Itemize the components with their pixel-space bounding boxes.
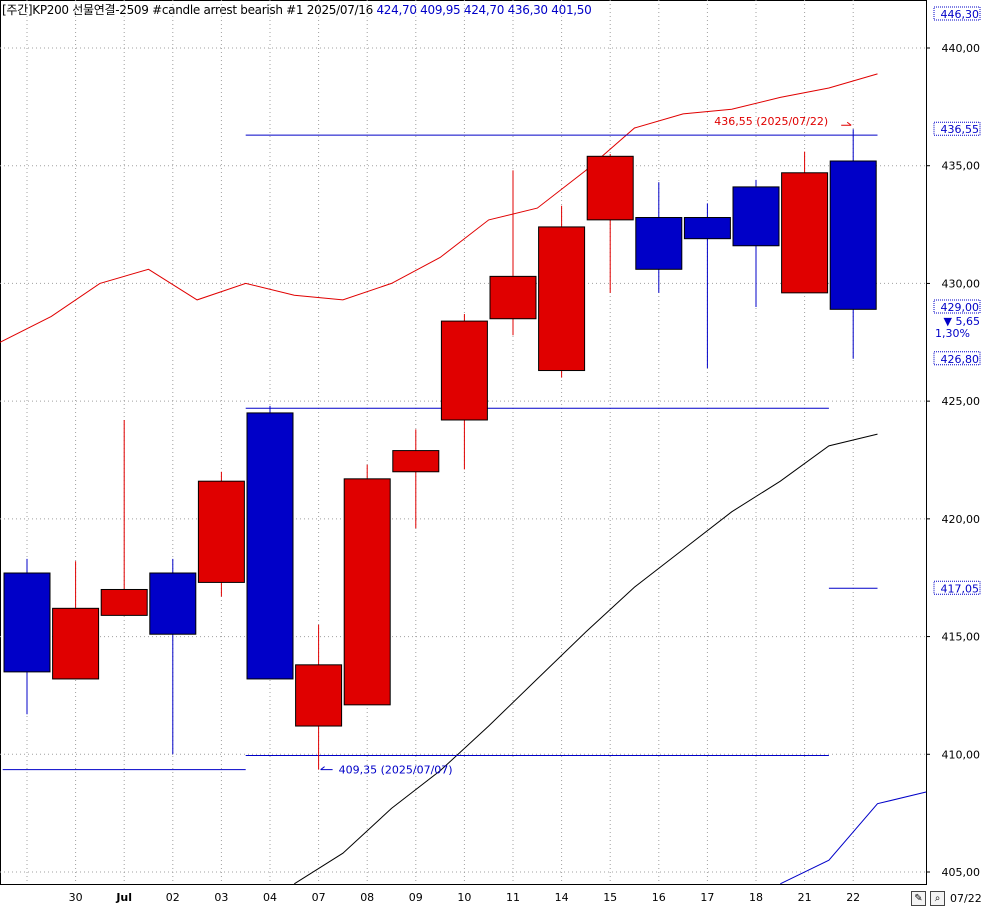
upper-band-line [0, 73, 878, 343]
x-tick-label: Jul [115, 891, 132, 904]
axis-marker-box [933, 351, 981, 366]
axis-marker-label: 429,00 [941, 301, 980, 314]
x-tick-label: 21 [798, 891, 812, 904]
axis-marker-box [933, 6, 981, 21]
candle-body [732, 186, 780, 247]
y-tick-label: 410,00 [942, 748, 981, 761]
lower-band-line [294, 433, 878, 885]
pen-icon[interactable]: ✎ [911, 891, 926, 906]
x-tick-label: 04 [263, 891, 277, 904]
axis-marker-label: 426,80 [941, 353, 980, 366]
candle-body [246, 412, 294, 680]
x-tick-label: 02 [166, 891, 180, 904]
axis-marker-box [933, 299, 981, 314]
candle-body [489, 275, 537, 320]
candle-body [829, 160, 877, 310]
candle-body [683, 217, 731, 240]
change-percent-label: 1,30% [935, 327, 970, 340]
axis-marker-label: 417,05 [941, 582, 980, 595]
axis-marker-label: 436,55 [941, 123, 980, 136]
high-annotation: 436,55 (2025/07/22) [714, 115, 828, 128]
x-tick-label: 09 [409, 891, 423, 904]
x-tick-label: 18 [749, 891, 763, 904]
chart-ohlc: 424,70 409,95 424,70 436,30 401,50 [376, 3, 592, 17]
chart-header: [주간]KP200 선물연결-2509 #candle arrest beari… [2, 1, 592, 18]
axis-marker-label: 446,30 [941, 8, 980, 21]
change-value-label: ▼ 5,65 [944, 315, 980, 328]
candle-body [52, 607, 100, 680]
candle-body [295, 664, 343, 727]
low-arrow [320, 766, 333, 771]
candle-body [197, 480, 245, 583]
x-tick-label: 07 [312, 891, 326, 904]
y-tick-label: 405,00 [942, 866, 981, 879]
candle-body [586, 155, 634, 221]
x-tick-label: 11 [506, 891, 520, 904]
x-tick-label: 17 [700, 891, 714, 904]
candle-body [635, 217, 683, 270]
magnifier-icon[interactable]: ⌕ [930, 891, 945, 906]
y-tick-label: 425,00 [942, 395, 981, 408]
x-tick-label: 10 [457, 891, 471, 904]
y-tick-label: 435,00 [942, 160, 981, 173]
axis-marker-box [933, 580, 981, 595]
x-tick-label: 08 [360, 891, 374, 904]
candle-body [781, 172, 829, 294]
x-tick-label: 03 [214, 891, 228, 904]
x-tick-label: 22 [846, 891, 860, 904]
candle-body [100, 588, 148, 616]
x-tick-label: 30 [69, 891, 83, 904]
candle-body [392, 450, 440, 473]
candle-body [149, 572, 197, 635]
candle-body [440, 320, 488, 421]
chart-date: 2025/07/16 [306, 3, 373, 17]
chart-title: [주간]KP200 선물연결-2509 #candle arrest beari… [2, 3, 304, 17]
candle-body [538, 226, 586, 372]
blue-band-line [780, 791, 927, 885]
y-tick-label: 415,00 [942, 631, 981, 644]
high-arrow [841, 121, 852, 126]
last-date-label: 07/22 [950, 892, 982, 905]
y-tick-label: 440,00 [942, 42, 981, 55]
candle-body [343, 478, 391, 706]
low-annotation: 409,35 (2025/07/07) [339, 764, 453, 777]
y-tick-label: 420,00 [942, 513, 981, 526]
y-tick-label: 430,00 [942, 277, 981, 290]
plot-frame [0, 0, 927, 885]
x-tick-label: 16 [652, 891, 666, 904]
x-tick-label: 14 [555, 891, 569, 904]
candle-body [3, 572, 51, 673]
axis-marker-box [933, 121, 981, 136]
x-tick-label: 15 [603, 891, 617, 904]
